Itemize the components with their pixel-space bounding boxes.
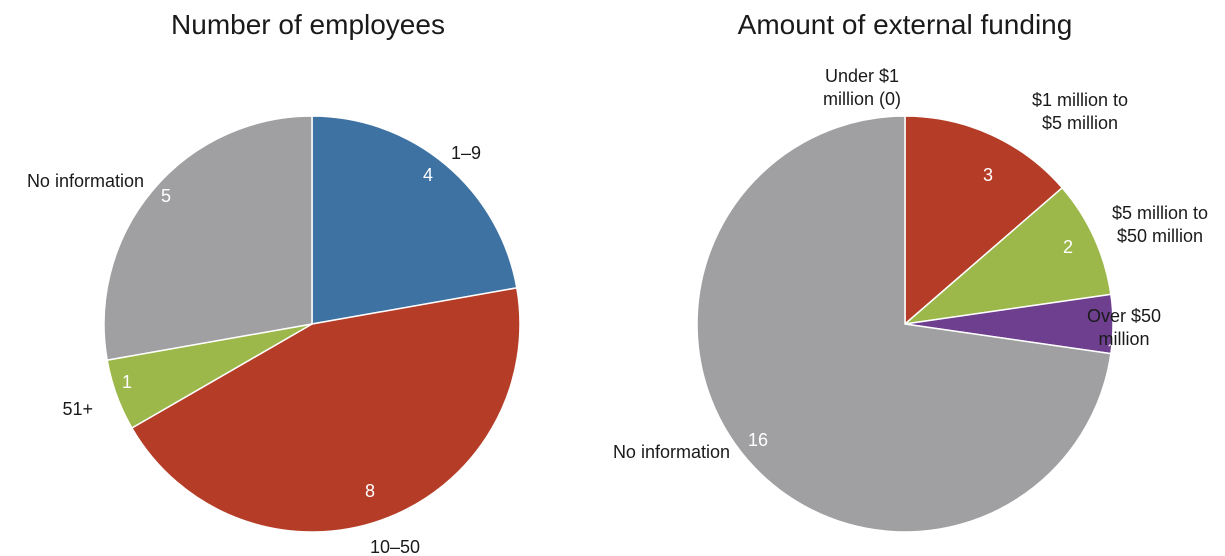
slice-value-51: 1: [122, 372, 132, 392]
slice-value-5-million-to-50-million: 2: [1063, 237, 1073, 257]
slice-label-51: 51+: [62, 399, 93, 419]
pie-slice-5-million-to-50-million: [902, 186, 1112, 326]
chart-title-funding: Amount of external funding: [738, 9, 1073, 40]
slice-label-under-1-million-0: Under $1 million (0): [823, 66, 901, 109]
slice-label-1-million-to-5-million: $1 million to $5 million: [1032, 90, 1128, 133]
slice-label-over-50-million: Over $50 million: [1087, 306, 1161, 349]
slice-value-1-million-to-5-million: 3: [983, 165, 993, 185]
slice-label-no-information: No information: [613, 442, 730, 462]
pie-slice-10-50: [130, 287, 521, 533]
slice-value-over-50-million: 1: [1107, 340, 1117, 360]
pie-slice-1-million-to-5-million: [904, 115, 1064, 326]
pie-slice-1-9: [311, 115, 518, 325]
slice-value-1-9: 4: [423, 165, 433, 185]
pie-funding: Under $1 million (0) 3 $1 million to $5 mill…: [613, 66, 1208, 533]
slice-label-10-50: 10–50: [370, 537, 420, 556]
slice-value-no-information: 16: [748, 430, 768, 450]
pie-slice-no-information: [103, 115, 313, 361]
slice-value-10-50: 8: [365, 481, 375, 501]
pie-slice-no-information: [696, 115, 1112, 533]
slice-value-no-information: 5: [161, 186, 171, 206]
slice-label-5-million-to-50-million: $5 million to $50 million: [1112, 203, 1208, 246]
pie-employees: 4 1–9 8 10–50 1 51+ 5 No information: [27, 115, 521, 556]
slice-label-no-information: No information: [27, 171, 144, 191]
slice-label-1-9: 1–9: [451, 143, 481, 163]
chart-title-employees: Number of employees: [171, 9, 445, 40]
